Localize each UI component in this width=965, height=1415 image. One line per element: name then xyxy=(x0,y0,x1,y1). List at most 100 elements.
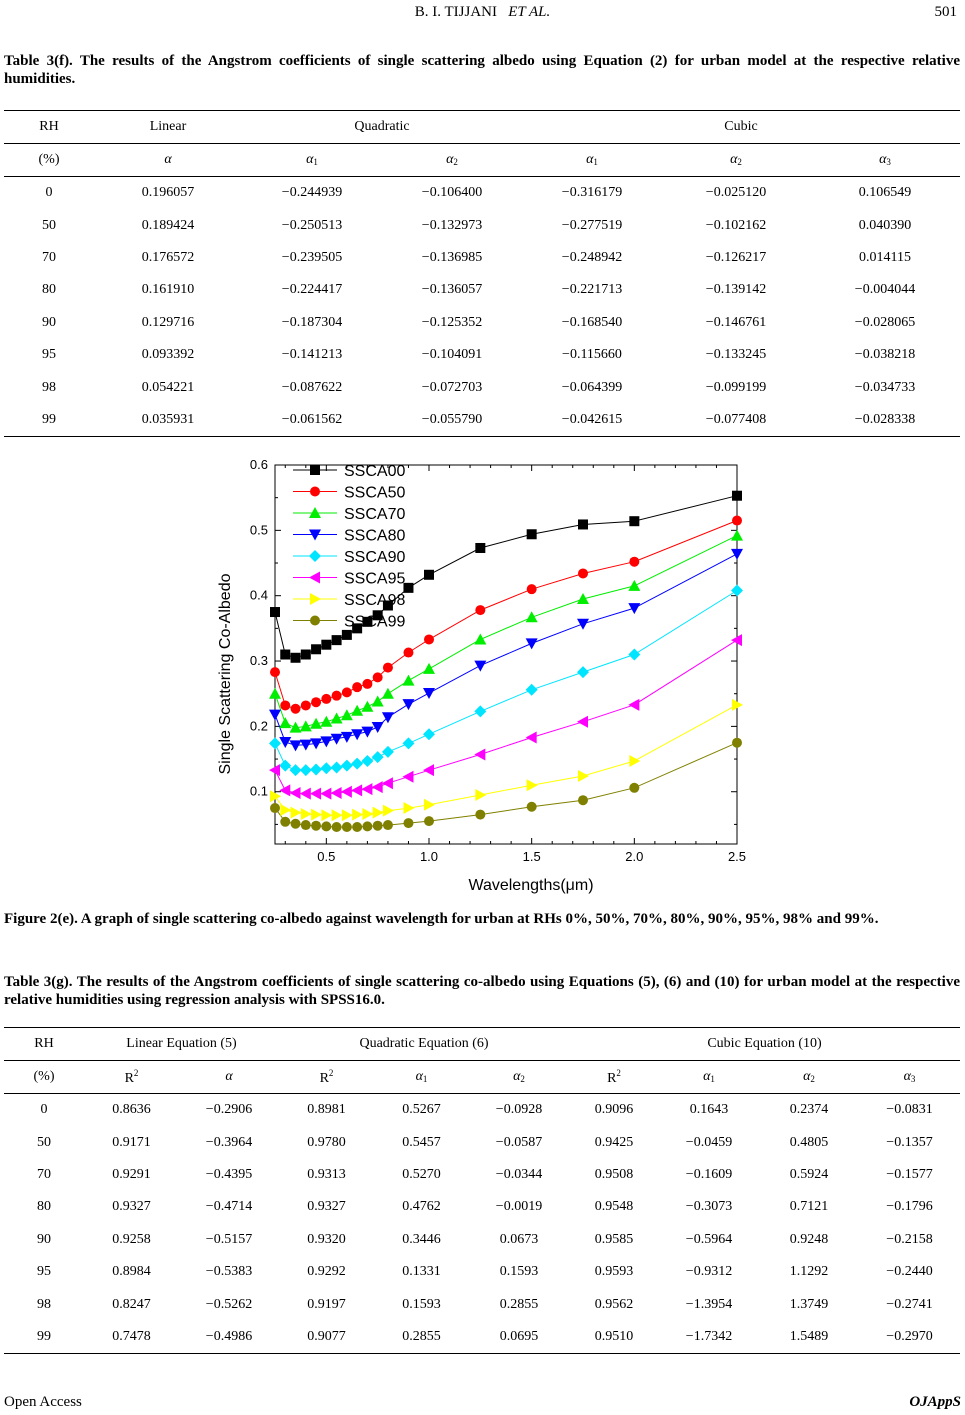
data-point xyxy=(731,634,742,647)
data-point xyxy=(629,556,640,567)
table-cell: 0.9258 xyxy=(112,1231,151,1247)
data-point xyxy=(300,700,311,711)
data-point xyxy=(628,579,641,591)
table-cell: −0.5262 xyxy=(205,1296,253,1312)
data-point xyxy=(321,693,332,704)
table-cell: −0.316179 xyxy=(561,185,623,201)
data-point xyxy=(424,569,434,580)
chart-legend: SSCA00 SSCA50 SSCA70 SSCA80 SSCA90 SSCA95 SSCA… xyxy=(293,463,405,631)
data-point xyxy=(525,731,537,744)
data-point xyxy=(311,644,322,655)
subheader-cell: α1 xyxy=(659,1060,759,1094)
data-point xyxy=(732,737,742,748)
data-point xyxy=(331,822,342,833)
table-cell: 1.1292 xyxy=(789,1264,829,1280)
y-tick-label: 0.2 xyxy=(250,718,268,733)
table-cell: −0.106400 xyxy=(421,185,483,201)
data-point xyxy=(351,784,363,797)
x-tick-label: 1.5 xyxy=(523,849,541,864)
data-point xyxy=(731,529,743,541)
y-tick-label: 0.5 xyxy=(250,522,268,537)
data-point xyxy=(578,519,588,530)
data-point xyxy=(330,712,343,724)
table-cell: 0.161910 xyxy=(141,282,195,298)
data-point xyxy=(403,802,415,815)
legend-marker xyxy=(309,571,320,584)
table-cell: −0.099199 xyxy=(705,379,767,395)
table-cell: 0.9291 xyxy=(112,1166,151,1182)
data-point xyxy=(403,818,414,829)
table-row: 80 0.9327 −0.4714 0.9327 0.4762 −0.0019 0.9548… xyxy=(4,1191,960,1223)
table-cell: 90 xyxy=(42,314,56,330)
table-f: RH Linear Quadratic Cubic (%) α α1 α2 α1 α2 α3… xyxy=(4,110,960,438)
table-cell: 0.2374 xyxy=(789,1102,829,1118)
table-cell: 0 xyxy=(45,185,53,201)
table-cell: 98 xyxy=(37,1296,51,1312)
table-cell: 0.1593 xyxy=(499,1264,539,1280)
data-point xyxy=(526,529,537,540)
data-point xyxy=(290,818,301,829)
table-cell: −0.187304 xyxy=(281,314,343,330)
data-point xyxy=(352,682,363,693)
table-row: 50 0.9171 −0.3964 0.9780 0.5457 −0.0587 0.9425… xyxy=(4,1126,960,1158)
table-cell: 95 xyxy=(37,1264,51,1280)
table-row: 50 0.189424 −0.250513 −0.132973 −0.277519 −0.… xyxy=(4,209,960,241)
header-cell: Cubic xyxy=(522,110,960,144)
table-cell: 0.8636 xyxy=(112,1102,151,1118)
data-point xyxy=(361,726,374,738)
table-cell: −0.4395 xyxy=(205,1166,253,1182)
table-cell: 0.054221 xyxy=(141,379,195,395)
table-cell: 0.2855 xyxy=(499,1296,539,1312)
table-cell: −0.077408 xyxy=(662,403,810,438)
data-point xyxy=(382,600,393,611)
table-cell: 0.106549 xyxy=(858,185,912,201)
table-cell: −0.277519 xyxy=(561,217,623,233)
table-cell: −0.087622 xyxy=(281,379,343,395)
table-cell: 0.9096 xyxy=(594,1102,634,1118)
table-cell: −0.9312 xyxy=(685,1264,733,1280)
data-point xyxy=(474,633,487,645)
data-point xyxy=(290,703,301,714)
table-cell: −0.0831 xyxy=(886,1102,933,1118)
table-cell: 0.093392 xyxy=(141,347,195,363)
legend-label: SSCA98 xyxy=(344,592,405,609)
table-cell: 90 xyxy=(37,1231,51,1247)
data-point xyxy=(279,759,292,772)
data-point xyxy=(340,731,353,743)
table-cell: 0.9327 xyxy=(307,1199,346,1215)
data-point xyxy=(423,688,435,700)
table-cell: 0.3446 xyxy=(402,1231,441,1247)
table-cell: −0.136057 xyxy=(421,282,483,298)
data-point xyxy=(310,787,322,800)
table-cell: 70 xyxy=(37,1166,51,1182)
subheader-cell: α2 xyxy=(662,143,810,177)
table-cell: 0.8247 xyxy=(112,1296,151,1312)
table-cell: −0.221713 xyxy=(561,282,623,298)
data-point xyxy=(299,764,312,777)
data-point xyxy=(330,787,342,800)
legend-marker xyxy=(310,593,321,605)
data-point xyxy=(270,803,280,814)
data-point xyxy=(731,548,743,560)
subheader-cell: (%) xyxy=(4,143,94,177)
table-cell: 0.7478 xyxy=(84,1320,179,1355)
data-point xyxy=(423,728,435,741)
data-point xyxy=(475,788,487,801)
table-row: 95 0.8984 −0.5383 0.9292 0.1331 0.1593 0.9593 −… xyxy=(4,1256,960,1288)
table-cell: 0.9780 xyxy=(307,1134,346,1150)
table-cell: 0.129716 xyxy=(141,314,195,330)
data-point xyxy=(269,709,281,721)
table-cell: −0.5383 xyxy=(205,1264,253,1280)
table-row: 70 0.176572 −0.239505 −0.136985 −0.248942 −0.… xyxy=(4,242,960,274)
subheader-cell: (%) xyxy=(4,1060,84,1094)
header-authors: B. I. TIJJANI xyxy=(414,4,497,20)
table-cell: 0.9327 xyxy=(112,1199,151,1215)
data-point xyxy=(732,515,742,526)
data-point xyxy=(362,616,373,627)
data-point xyxy=(289,740,302,752)
table-cell: −0.028338 xyxy=(810,403,960,438)
data-point xyxy=(629,782,640,793)
table-cell: −0.2970 xyxy=(859,1320,960,1355)
data-point xyxy=(320,762,333,775)
data-point xyxy=(381,687,394,699)
